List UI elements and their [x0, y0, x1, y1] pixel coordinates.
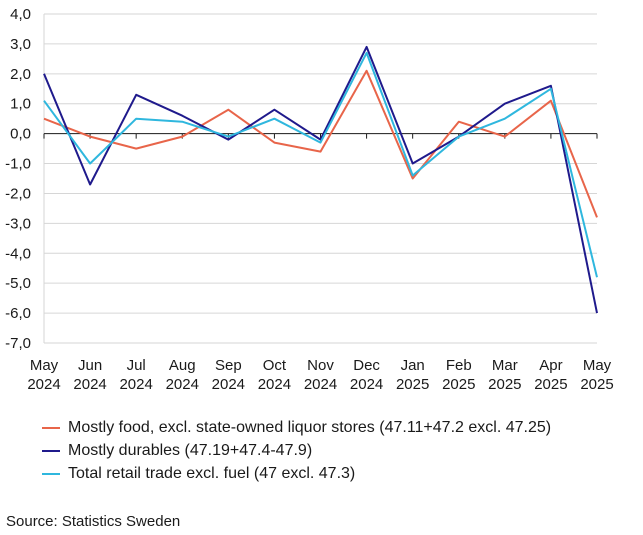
- y-tick-label: 1,0: [10, 96, 31, 113]
- y-tick-label: 3,0: [10, 36, 31, 53]
- y-tick-label: -7,0: [5, 335, 31, 352]
- x-tick-label-month: Jun: [78, 357, 102, 374]
- legend: Mostly food, excl. state-owned liquor st…: [42, 416, 551, 485]
- y-tick-label: -5,0: [5, 275, 31, 292]
- x-tick-label-year: 2024: [119, 376, 152, 393]
- x-tick-label-year: 2024: [258, 376, 291, 393]
- x-tick-label-month: Mar: [492, 357, 518, 374]
- x-tick-label-month: Sep: [215, 357, 242, 374]
- gridlines: [43, 13, 597, 344]
- series-line-total: [43, 51, 598, 278]
- x-tick-label-month: Feb: [446, 357, 472, 374]
- y-tick-label: 4,0: [10, 6, 31, 23]
- x-tick-label-month: Aug: [169, 357, 196, 374]
- x-tick-label-month: Nov: [307, 357, 334, 374]
- y-tick-label: -2,0: [5, 185, 31, 202]
- y-tick-label: -6,0: [5, 305, 31, 322]
- x-tick-label-year: 2024: [304, 376, 337, 393]
- x-tick-label-month: Apr: [539, 357, 562, 374]
- legend-label-durables: Mostly durables (47.19+47.4-47.9): [68, 441, 313, 459]
- series-line-durables: [43, 45, 598, 314]
- y-tick-label: -3,0: [5, 215, 31, 232]
- y-axis-tick-labels: 4,0 3,0 2,0 1,0 0,0 -1,0 -2,0 -3,0 -4,0 -5,0 -6,0 -…: [5, 6, 31, 352]
- legend-swatch-total: [42, 472, 60, 475]
- x-tick-label-year: 2024: [73, 376, 106, 393]
- x-tick-label-month: Dec: [353, 357, 380, 374]
- line-chart: 4,0 3,0 2,0 1,0 0,0 -1,0 -2,0 -3,0 -4,0 -5,0 -6,0 -…: [5, 6, 614, 393]
- x-tick-label-month: Jan: [401, 357, 425, 374]
- x-tick-label-month: May: [30, 357, 59, 374]
- x-tick-label-year: 2025: [442, 376, 475, 393]
- legend-label-total: Total retail trade excl. fuel (47 excl. …: [68, 464, 356, 482]
- x-tick-label-month: May: [583, 357, 612, 374]
- x-tick-label-year: 2024: [166, 376, 199, 393]
- legend-item-food: Mostly food, excl. state-owned liquor st…: [42, 416, 551, 439]
- x-tick-label-year: 2024: [350, 376, 383, 393]
- x-axis-tick-labels: May 2024 Jun 2024 Jul 2024 Aug 2024 Sep 2024 Oct 20…: [27, 357, 613, 393]
- x-tick-label-month: Oct: [263, 357, 287, 374]
- x-tick-label-year: 2025: [396, 376, 429, 393]
- legend-swatch-food: [42, 426, 60, 429]
- x-tick-label-month: Jul: [127, 357, 146, 374]
- y-tick-label: -1,0: [5, 156, 31, 173]
- legend-label-food: Mostly food, excl. state-owned liquor st…: [68, 418, 552, 436]
- legend-item-durables: Mostly durables (47.19+47.4-47.9): [42, 439, 551, 462]
- y-tick-label: -4,0: [5, 245, 31, 262]
- source-note: Source: Statistics Sweden: [6, 513, 181, 530]
- x-tick-label-year: 2025: [534, 376, 567, 393]
- x-tick-label-year: 2024: [27, 376, 60, 393]
- legend-swatch-durables: [42, 449, 60, 452]
- series-line-food: [43, 69, 598, 218]
- x-tick-label-year: 2025: [580, 376, 613, 393]
- series-lines: [43, 45, 598, 314]
- x-tick-label-year: 2025: [488, 376, 521, 393]
- x-tick-label-year: 2024: [212, 376, 245, 393]
- y-tick-label: 0,0: [10, 126, 31, 143]
- y-tick-label: 2,0: [10, 66, 31, 83]
- legend-item-total: Total retail trade excl. fuel (47 excl. …: [42, 462, 551, 485]
